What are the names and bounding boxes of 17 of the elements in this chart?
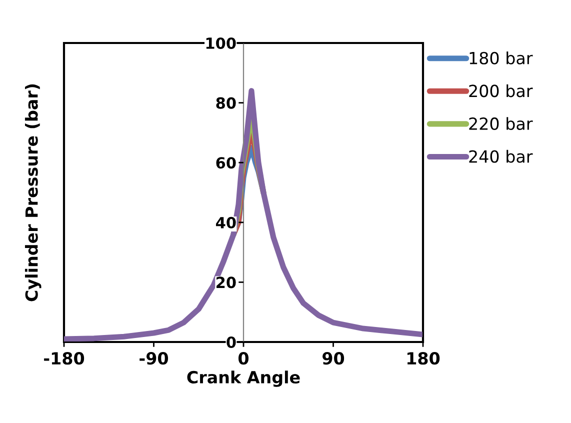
legend-label: 180 bar: [470, 52, 533, 64]
x-tick-label: -90: [140, 352, 168, 365]
y-axis-title: Cylinder Pressure (bar): [24, 84, 42, 302]
y-tick-label: 20: [216, 276, 236, 288]
x-tick-label: -180: [44, 352, 84, 365]
x-tick-label: 0: [238, 352, 248, 365]
y-tick-label: 40: [216, 216, 236, 228]
y-tick-label: 100: [206, 37, 236, 50]
y-tick-label: 0: [226, 336, 236, 348]
y-tick-label: 60: [216, 157, 236, 169]
x-axis-title: Crank Angle: [187, 370, 300, 387]
x-tick-label: 90: [322, 352, 344, 365]
legend-label: 240 bar: [469, 150, 533, 163]
legend-label: 200 bar: [469, 84, 533, 98]
y-tick-label: 80: [216, 97, 236, 109]
x-tick-label: 180: [407, 352, 440, 365]
legend-label: 220 bar: [469, 117, 533, 130]
